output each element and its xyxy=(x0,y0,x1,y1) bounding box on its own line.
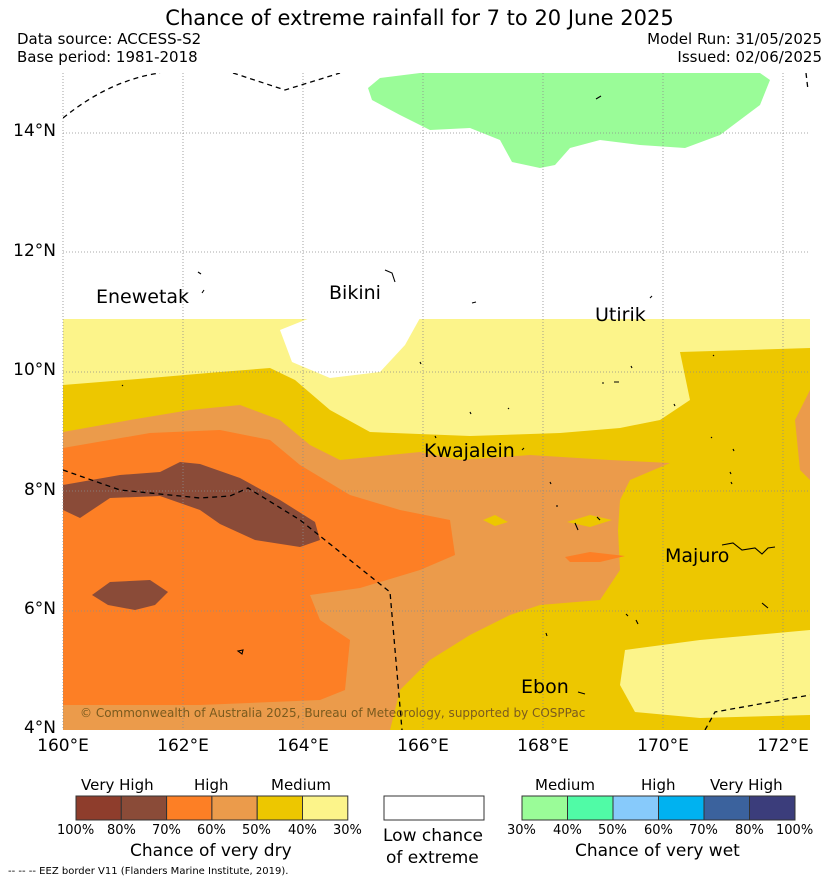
lat-label-10n: 10°N xyxy=(13,360,56,380)
wet-medium-region xyxy=(368,73,770,168)
lon-label-166e: 166°E xyxy=(397,736,449,756)
legend-dry-tick: 100% xyxy=(57,823,95,838)
place-ebon: Ebon xyxy=(521,676,569,698)
eez-footnote: -- -- -- EEZ border V11 (Flanders Marine… xyxy=(8,866,289,877)
legend-dry-tick: 40% xyxy=(288,823,317,838)
legend-dry-high: High xyxy=(194,776,229,794)
lon-label-168e: 168°E xyxy=(517,736,569,756)
lon-label-164e: 164°E xyxy=(277,736,329,756)
legend-dry-very-high: Very High xyxy=(81,776,154,794)
model-run: Model Run: 31/05/2025 xyxy=(647,30,822,48)
lat-label-12n: 12°N xyxy=(13,241,56,261)
lon-label-172e: 172°E xyxy=(757,736,809,756)
legend-wet-50-60 xyxy=(612,795,659,821)
legend-wet-tick: 50% xyxy=(598,823,627,838)
legend-low-chance-swatch xyxy=(383,795,485,821)
legend-dry-medium: Medium xyxy=(271,776,331,794)
legend-low-line2: of extreme xyxy=(386,848,479,868)
eez-border xyxy=(63,73,810,730)
legend-dry-tick: 30% xyxy=(333,823,362,838)
lon-label-170e: 170°E xyxy=(637,736,689,756)
legend-wet-tick: 30% xyxy=(507,823,536,838)
legend-wet-caption: Chance of very wet xyxy=(575,841,740,861)
place-enewetak: Enewetak xyxy=(96,286,190,308)
legend-dry-bar xyxy=(75,795,349,821)
legend-wet-medium: Medium xyxy=(535,776,595,794)
legend-dry-40-30 xyxy=(302,795,349,821)
legend-wet-high: High xyxy=(641,776,676,794)
lat-label-4n: 4°N xyxy=(23,718,56,738)
legend-dry-100-80 xyxy=(75,795,122,821)
legend-wet-60-70 xyxy=(658,795,705,821)
map-title: Chance of extreme rainfall for 7 to 20 J… xyxy=(165,6,674,30)
place-kwajalein: Kwajalein xyxy=(424,440,515,462)
legend-dry-caption: Chance of very dry xyxy=(130,841,292,861)
legend-wet-40-50 xyxy=(567,795,614,821)
legend-dry-tick: 60% xyxy=(197,823,226,838)
dry-very-high-region xyxy=(63,462,320,547)
base-period: Base period: 1981-2018 xyxy=(17,48,198,66)
data-source: Data source: ACCESS-S2 xyxy=(17,30,202,48)
legend-wet-tick: 100% xyxy=(776,823,814,838)
legend-dry-50-40 xyxy=(256,795,304,821)
lon-label-160e: 160°E xyxy=(37,736,89,756)
place-bikini: Bikini xyxy=(329,282,381,304)
legend-dry-tick: 80% xyxy=(107,823,136,838)
legend-wet-tick: 40% xyxy=(553,823,582,838)
place-utirik: Utirik xyxy=(595,304,646,326)
issued-date: Issued: 02/06/2025 xyxy=(677,48,822,66)
legend-dry-70-60 xyxy=(166,795,213,821)
legend-wet-tick: 60% xyxy=(644,823,673,838)
legend-wet-very-high: Very High xyxy=(710,776,783,794)
place-majuro: Majuro xyxy=(665,545,730,567)
legend-wet-70-80 xyxy=(703,795,750,821)
legend-dry-tick: 70% xyxy=(152,823,181,838)
atoll-outlines xyxy=(121,95,776,695)
copyright-notice: © Commonwealth of Australia 2025, Bureau… xyxy=(80,706,586,720)
legend-low-line1: Low chance xyxy=(383,826,483,846)
legend-wet-tick: 80% xyxy=(735,823,764,838)
legend-wet-tick: 70% xyxy=(689,823,718,838)
lon-label-162e: 162°E xyxy=(157,736,209,756)
legend-wet-30-40 xyxy=(521,795,568,821)
legend-dry-60-50 xyxy=(211,795,258,821)
legend-dry-80-70 xyxy=(120,795,168,821)
legend-wet-80-100 xyxy=(749,795,796,821)
dry-high-region xyxy=(63,430,455,705)
lat-label-8n: 8°N xyxy=(23,480,56,500)
lat-label-14n: 14°N xyxy=(13,121,56,141)
lat-label-6n: 6°N xyxy=(23,599,56,619)
legend-dry-tick: 50% xyxy=(242,823,271,838)
legend-wet-bar xyxy=(521,795,796,821)
